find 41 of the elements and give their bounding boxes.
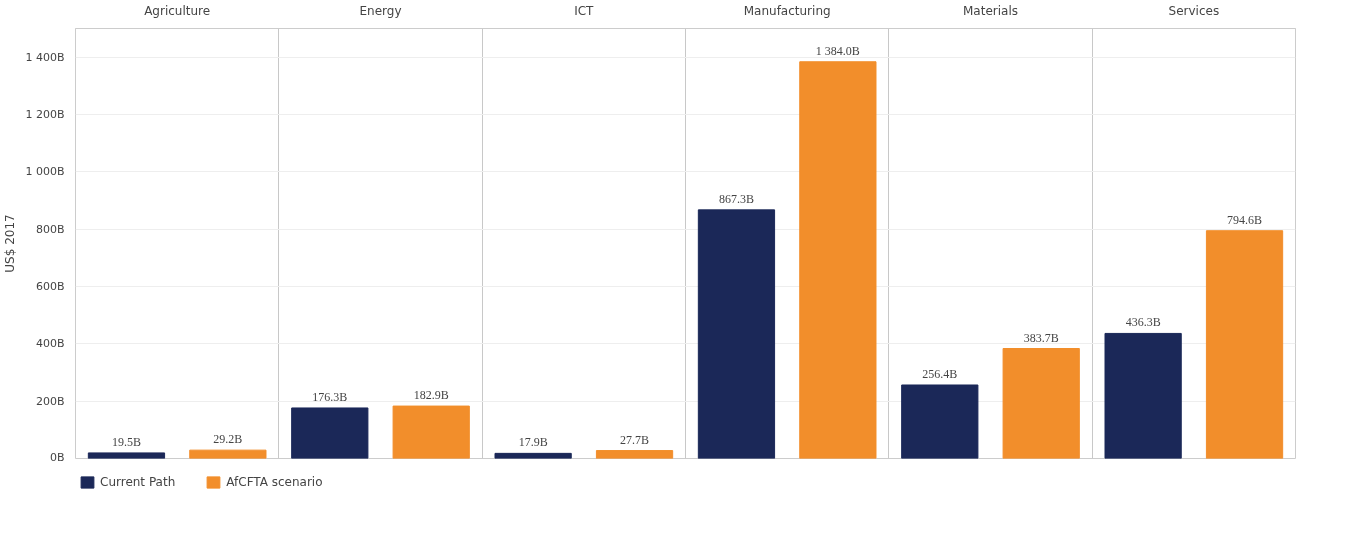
bar — [87, 452, 166, 459]
y-tick-label: 1 200B — [25, 108, 65, 121]
y-tick-label: 600B — [35, 280, 65, 293]
bar — [291, 407, 369, 459]
data-label: 29.2B — [213, 432, 243, 447]
bar — [799, 61, 877, 459]
y-tick-label: 200B — [35, 394, 65, 408]
x-tick-label: Materials — [963, 3, 1019, 18]
bar — [901, 384, 979, 459]
data-label: 867.3B — [718, 191, 754, 206]
x-tick-label: Manufacturing — [743, 3, 831, 18]
data-label: 383.7B — [1023, 330, 1059, 345]
legend-label: AfCFTA scenario — [226, 475, 323, 489]
y-tick-label: 1 400B — [25, 50, 65, 64]
data-label: 256.4B — [922, 367, 958, 381]
data-label: 19.5B — [111, 434, 141, 449]
y-tick-label: 1 000B — [25, 165, 65, 179]
bar — [1002, 348, 1080, 459]
legend-label: Current Path — [100, 475, 176, 489]
x-tick-label: ICT — [574, 3, 595, 18]
bar — [189, 449, 267, 459]
bar — [1205, 230, 1284, 459]
data-label: 1 384.0B — [815, 43, 860, 58]
x-tick-label: Energy — [359, 3, 402, 18]
bar — [595, 450, 674, 459]
data-label: 27.7B — [620, 432, 650, 447]
bar — [494, 452, 572, 459]
bar — [697, 209, 776, 459]
x-tick-label: Services — [1168, 3, 1220, 18]
data-label: 176.3B — [312, 389, 348, 404]
data-label: 436.3B — [1125, 315, 1161, 330]
data-label: 794.6B — [1227, 212, 1263, 227]
y-tick-label: 800B — [35, 222, 65, 236]
bar — [392, 405, 470, 459]
bar — [1104, 332, 1182, 459]
y-tick-label: 400B — [35, 337, 65, 351]
data-label: 182.9B — [413, 388, 449, 403]
y-axis-title: US$ 2017 — [3, 214, 18, 273]
x-tick-label: Agriculture — [144, 3, 211, 18]
y-tick-label: 0B — [49, 450, 65, 464]
data-label: 17.9B — [518, 435, 548, 450]
